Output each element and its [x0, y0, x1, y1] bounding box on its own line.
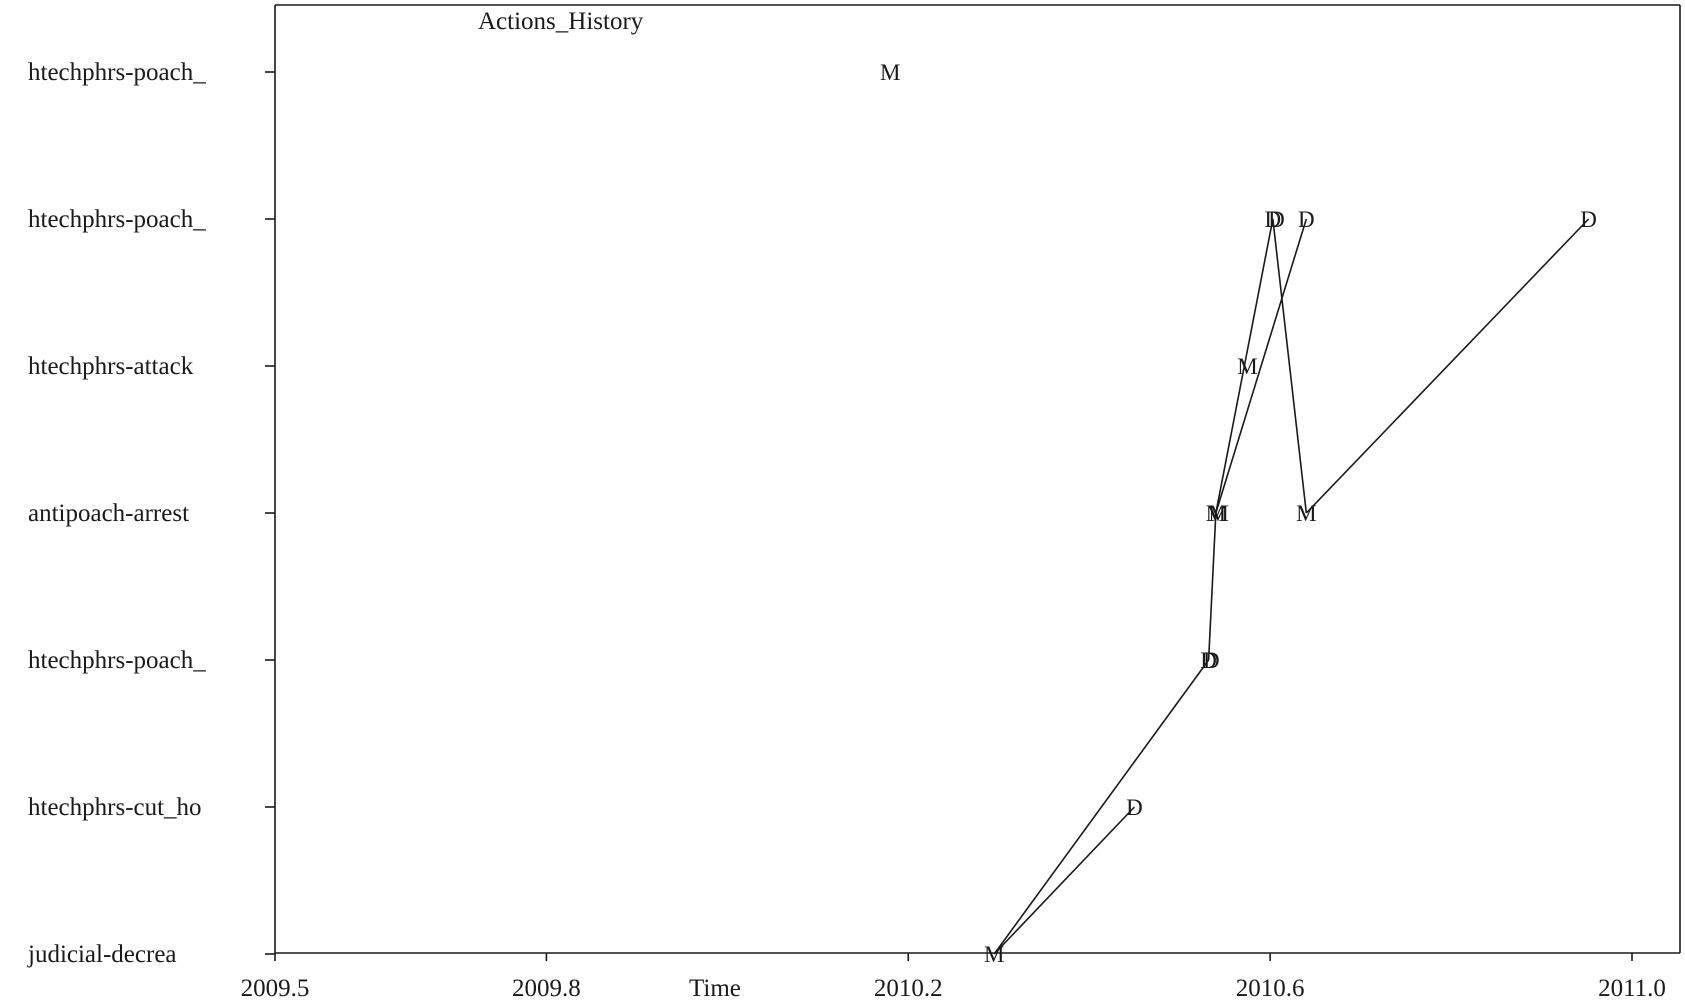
- event-connector-line: [1305, 218, 1590, 514]
- event-marker: D: [1268, 207, 1285, 232]
- x-axis-title: Time: [689, 975, 741, 1002]
- y-category-label: judicial-decrea: [27, 941, 177, 968]
- event-marker: M: [880, 60, 900, 85]
- event-connector-line: [1207, 512, 1217, 661]
- event-marker: D: [1200, 648, 1217, 673]
- event-marker: M: [1208, 501, 1228, 526]
- event-connector-line: [993, 659, 1210, 955]
- y-category-label: antipoach-arrest: [28, 500, 189, 527]
- x-tick-label: 2009.5: [241, 975, 310, 1002]
- event-connector-line: [1272, 218, 1308, 514]
- x-tick-label: 2011.0: [1598, 975, 1666, 1002]
- y-category-label: htechphrs-attack: [28, 353, 194, 380]
- event-marker: D: [1126, 795, 1143, 820]
- event-connector-line: [1215, 218, 1274, 514]
- event-marker: M: [1206, 501, 1226, 526]
- y-category-label: htechphrs-poach_: [28, 647, 206, 674]
- event-marker: M: [1237, 354, 1257, 379]
- event-connector-line: [1215, 218, 1308, 514]
- event-marker: D: [1580, 207, 1597, 232]
- event-marker: M: [984, 942, 1004, 967]
- y-category-label: htechphrs-poach_: [28, 206, 206, 233]
- y-category-label: htechphrs-cut_ho: [28, 794, 202, 821]
- chart-title: Actions_History: [478, 8, 644, 35]
- event-marker: D: [1203, 648, 1220, 673]
- x-tick-label: 2010.2: [874, 975, 943, 1002]
- x-tick-label: 2010.6: [1236, 975, 1305, 1002]
- event-marker: D: [1298, 207, 1315, 232]
- event-marker: D: [1265, 207, 1282, 232]
- x-tick-label: 2009.8: [512, 975, 581, 1002]
- event-connector-line: [993, 806, 1136, 955]
- y-category-label: htechphrs-poach_: [28, 59, 206, 86]
- event-marker: M: [1296, 501, 1316, 526]
